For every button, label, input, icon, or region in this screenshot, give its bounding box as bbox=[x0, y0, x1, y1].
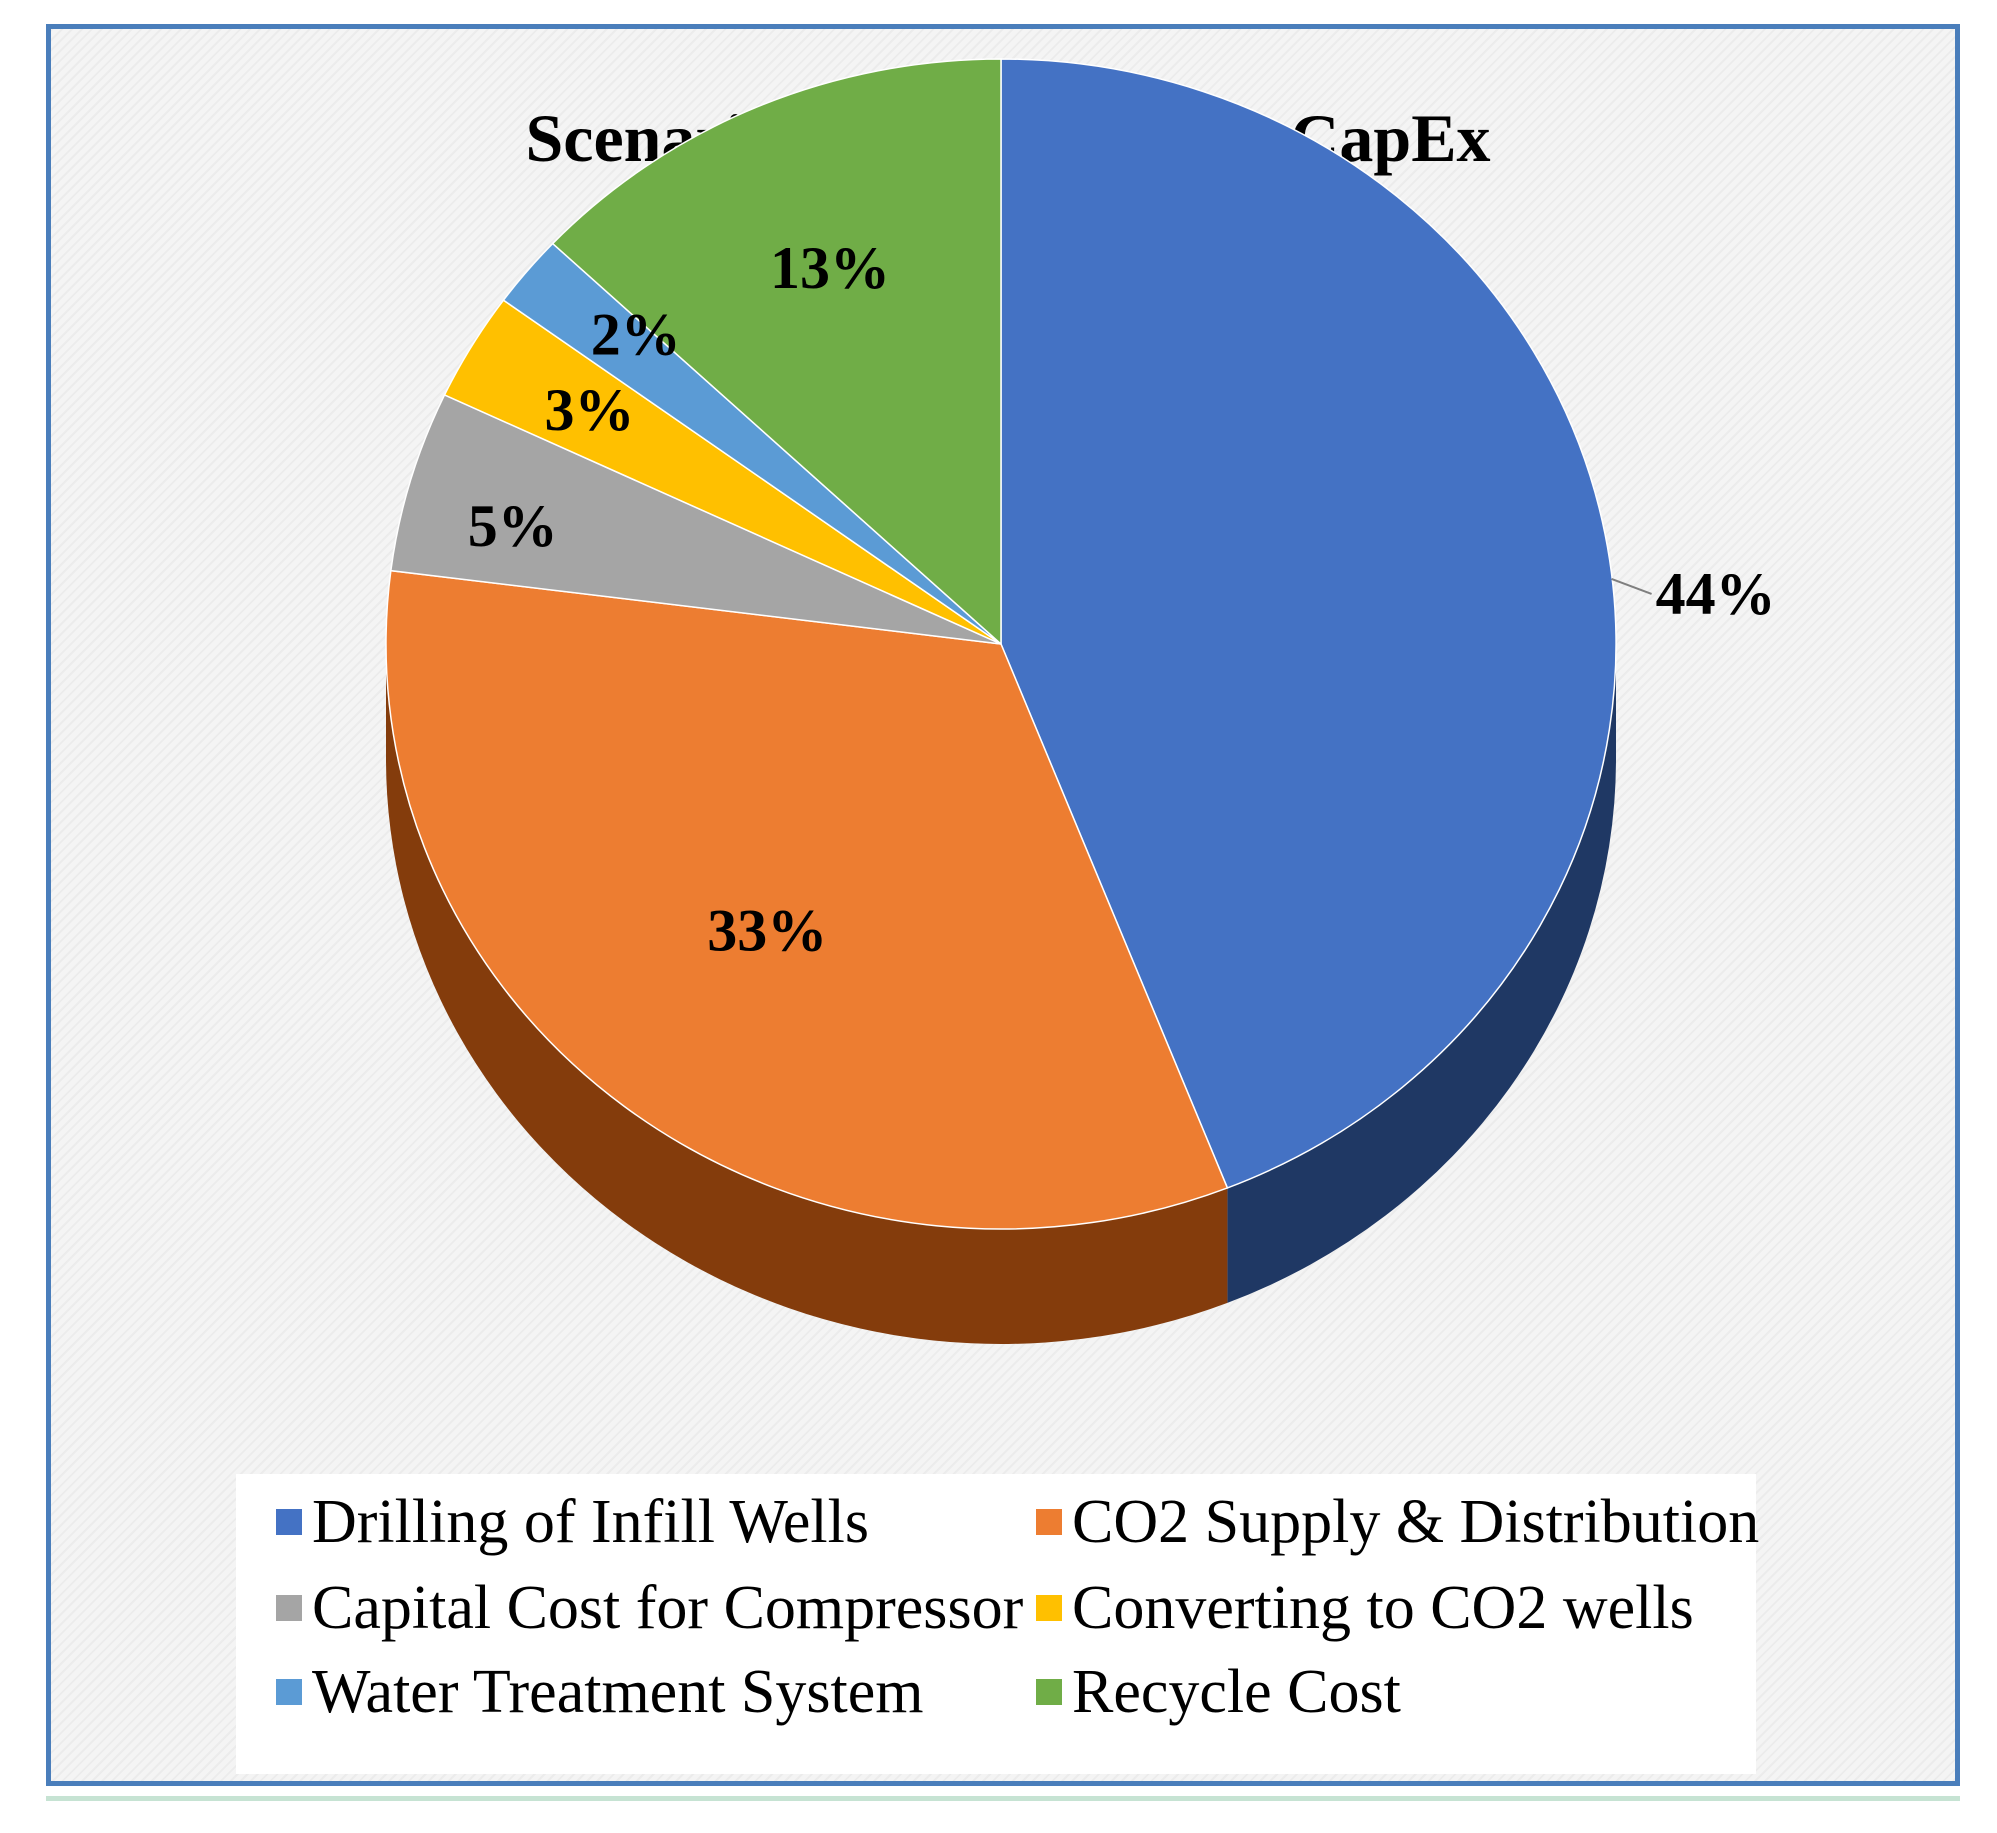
legend-label: Recycle Cost bbox=[1072, 1657, 1401, 1726]
legend-item-co2-supply: CO2 Supply & Distribution bbox=[1036, 1484, 1759, 1560]
pie-slice-2 bbox=[390, 393, 1002, 645]
pie-data-label: 3% bbox=[545, 377, 635, 443]
legend-swatch bbox=[276, 1509, 302, 1535]
pie-data-label: 13% bbox=[770, 235, 890, 301]
pie-slice-5 bbox=[551, 58, 1002, 646]
pie-side-group bbox=[386, 644, 1616, 1344]
legend: Drilling of Infill Wells CO2 Supply & Di… bbox=[236, 1474, 1759, 1774]
pie-data-label: 5% bbox=[468, 493, 558, 559]
pie-chart: 44% 33% 5% 3% 2% 13% bbox=[385, 58, 1776, 1344]
legend-item-converting: Converting to CO2 wells bbox=[1036, 1570, 1694, 1646]
leader-line bbox=[1611, 578, 1652, 595]
pie-side-1 bbox=[386, 644, 1228, 1344]
bottom-rule bbox=[46, 1796, 1960, 1801]
legend-item-drilling: Drilling of Infill Wells bbox=[276, 1484, 869, 1560]
pie-slice-group bbox=[385, 58, 1617, 1230]
legend-item-compressor: Capital Cost for Compressor bbox=[276, 1570, 1023, 1646]
legend-label: Capital Cost for Compressor bbox=[312, 1573, 1024, 1642]
legend-label: Water Treatment System bbox=[312, 1657, 924, 1726]
pie-slice-1 bbox=[385, 569, 1229, 1230]
pie-label-group: 44% 33% 5% 3% 2% 13% bbox=[468, 235, 1776, 963]
legend-label: CO2 Supply & Distribution bbox=[1072, 1487, 1760, 1556]
legend-swatch bbox=[1036, 1595, 1062, 1621]
pie-data-label: 33% bbox=[707, 898, 827, 964]
legend-label: Drilling of Infill Wells bbox=[312, 1487, 869, 1556]
pie-data-label: 2% bbox=[591, 301, 681, 367]
legend-item-water-treatment: Water Treatment System bbox=[276, 1654, 924, 1730]
pie-data-label: 44% bbox=[1656, 561, 1776, 627]
legend-swatch bbox=[276, 1679, 302, 1705]
legend-swatch bbox=[276, 1595, 302, 1621]
chart-frame: Scenario-WAG 1:2 Cycle- CapEx 44%33%5%3%… bbox=[46, 24, 1960, 1786]
legend-swatch bbox=[1036, 1509, 1062, 1535]
pie-slice-0 bbox=[1000, 58, 1617, 1189]
legend-item-recycle: Recycle Cost bbox=[1036, 1654, 1401, 1730]
pie-side-0 bbox=[1227, 644, 1616, 1303]
legend-swatch bbox=[1036, 1679, 1062, 1705]
legend-label: Converting to CO2 wells bbox=[1072, 1573, 1694, 1642]
